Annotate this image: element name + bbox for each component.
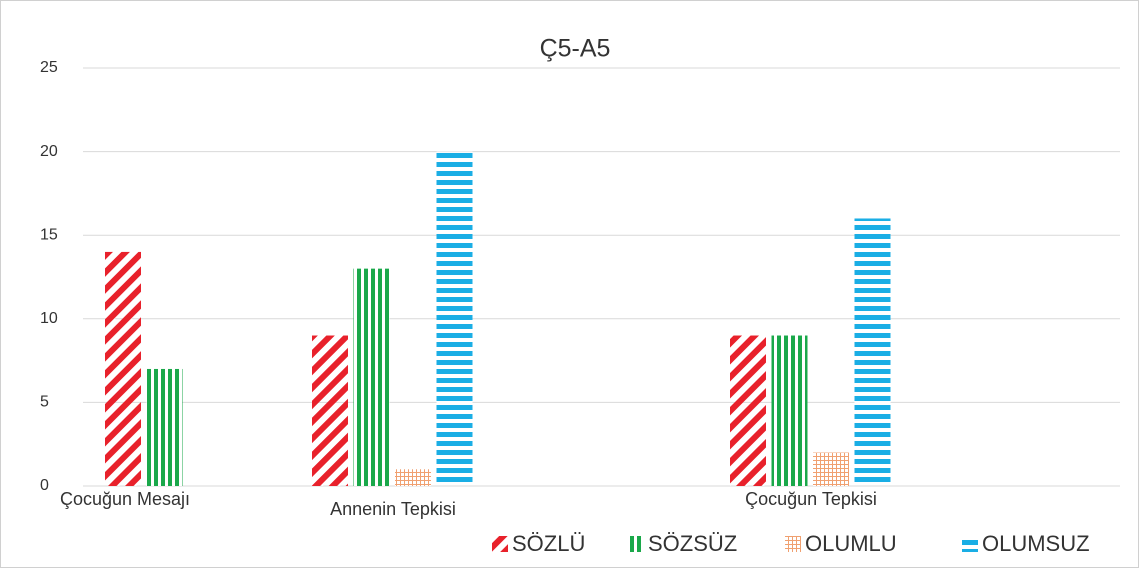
legend-swatch: [962, 536, 978, 552]
legend-swatch: [492, 536, 508, 552]
x-tick-label: Annenin Tepkisi: [330, 499, 456, 519]
x-tick-label: Çocuğun Tepkisi: [745, 489, 877, 509]
legend-label: SÖZSÜZ: [648, 531, 737, 556]
bar: [312, 335, 348, 486]
legend-swatch: [785, 536, 801, 552]
bar: [105, 251, 141, 486]
bar: [771, 335, 808, 486]
legend-swatch: [628, 536, 644, 552]
chart-title: Ç5-A5: [540, 35, 611, 63]
legend-label: OLUMLU: [805, 531, 897, 556]
bar: [730, 335, 766, 486]
y-tick-label: 0: [40, 477, 49, 494]
legend-label: SÖZLÜ: [512, 531, 585, 556]
y-tick-label: 10: [40, 310, 58, 327]
y-tick-label: 15: [40, 226, 58, 243]
y-tick-label: 25: [40, 59, 58, 76]
bar: [813, 452, 849, 486]
bar: [854, 218, 891, 487]
bar: [395, 469, 431, 486]
bar: [146, 368, 183, 486]
legend-label: OLUMSUZ: [982, 531, 1090, 556]
x-tick-label: Çocuğun Mesajı: [60, 489, 190, 509]
bar: [436, 151, 473, 486]
bar: [353, 268, 390, 486]
y-tick-label: 5: [40, 394, 49, 411]
y-tick-label: 20: [40, 143, 58, 160]
